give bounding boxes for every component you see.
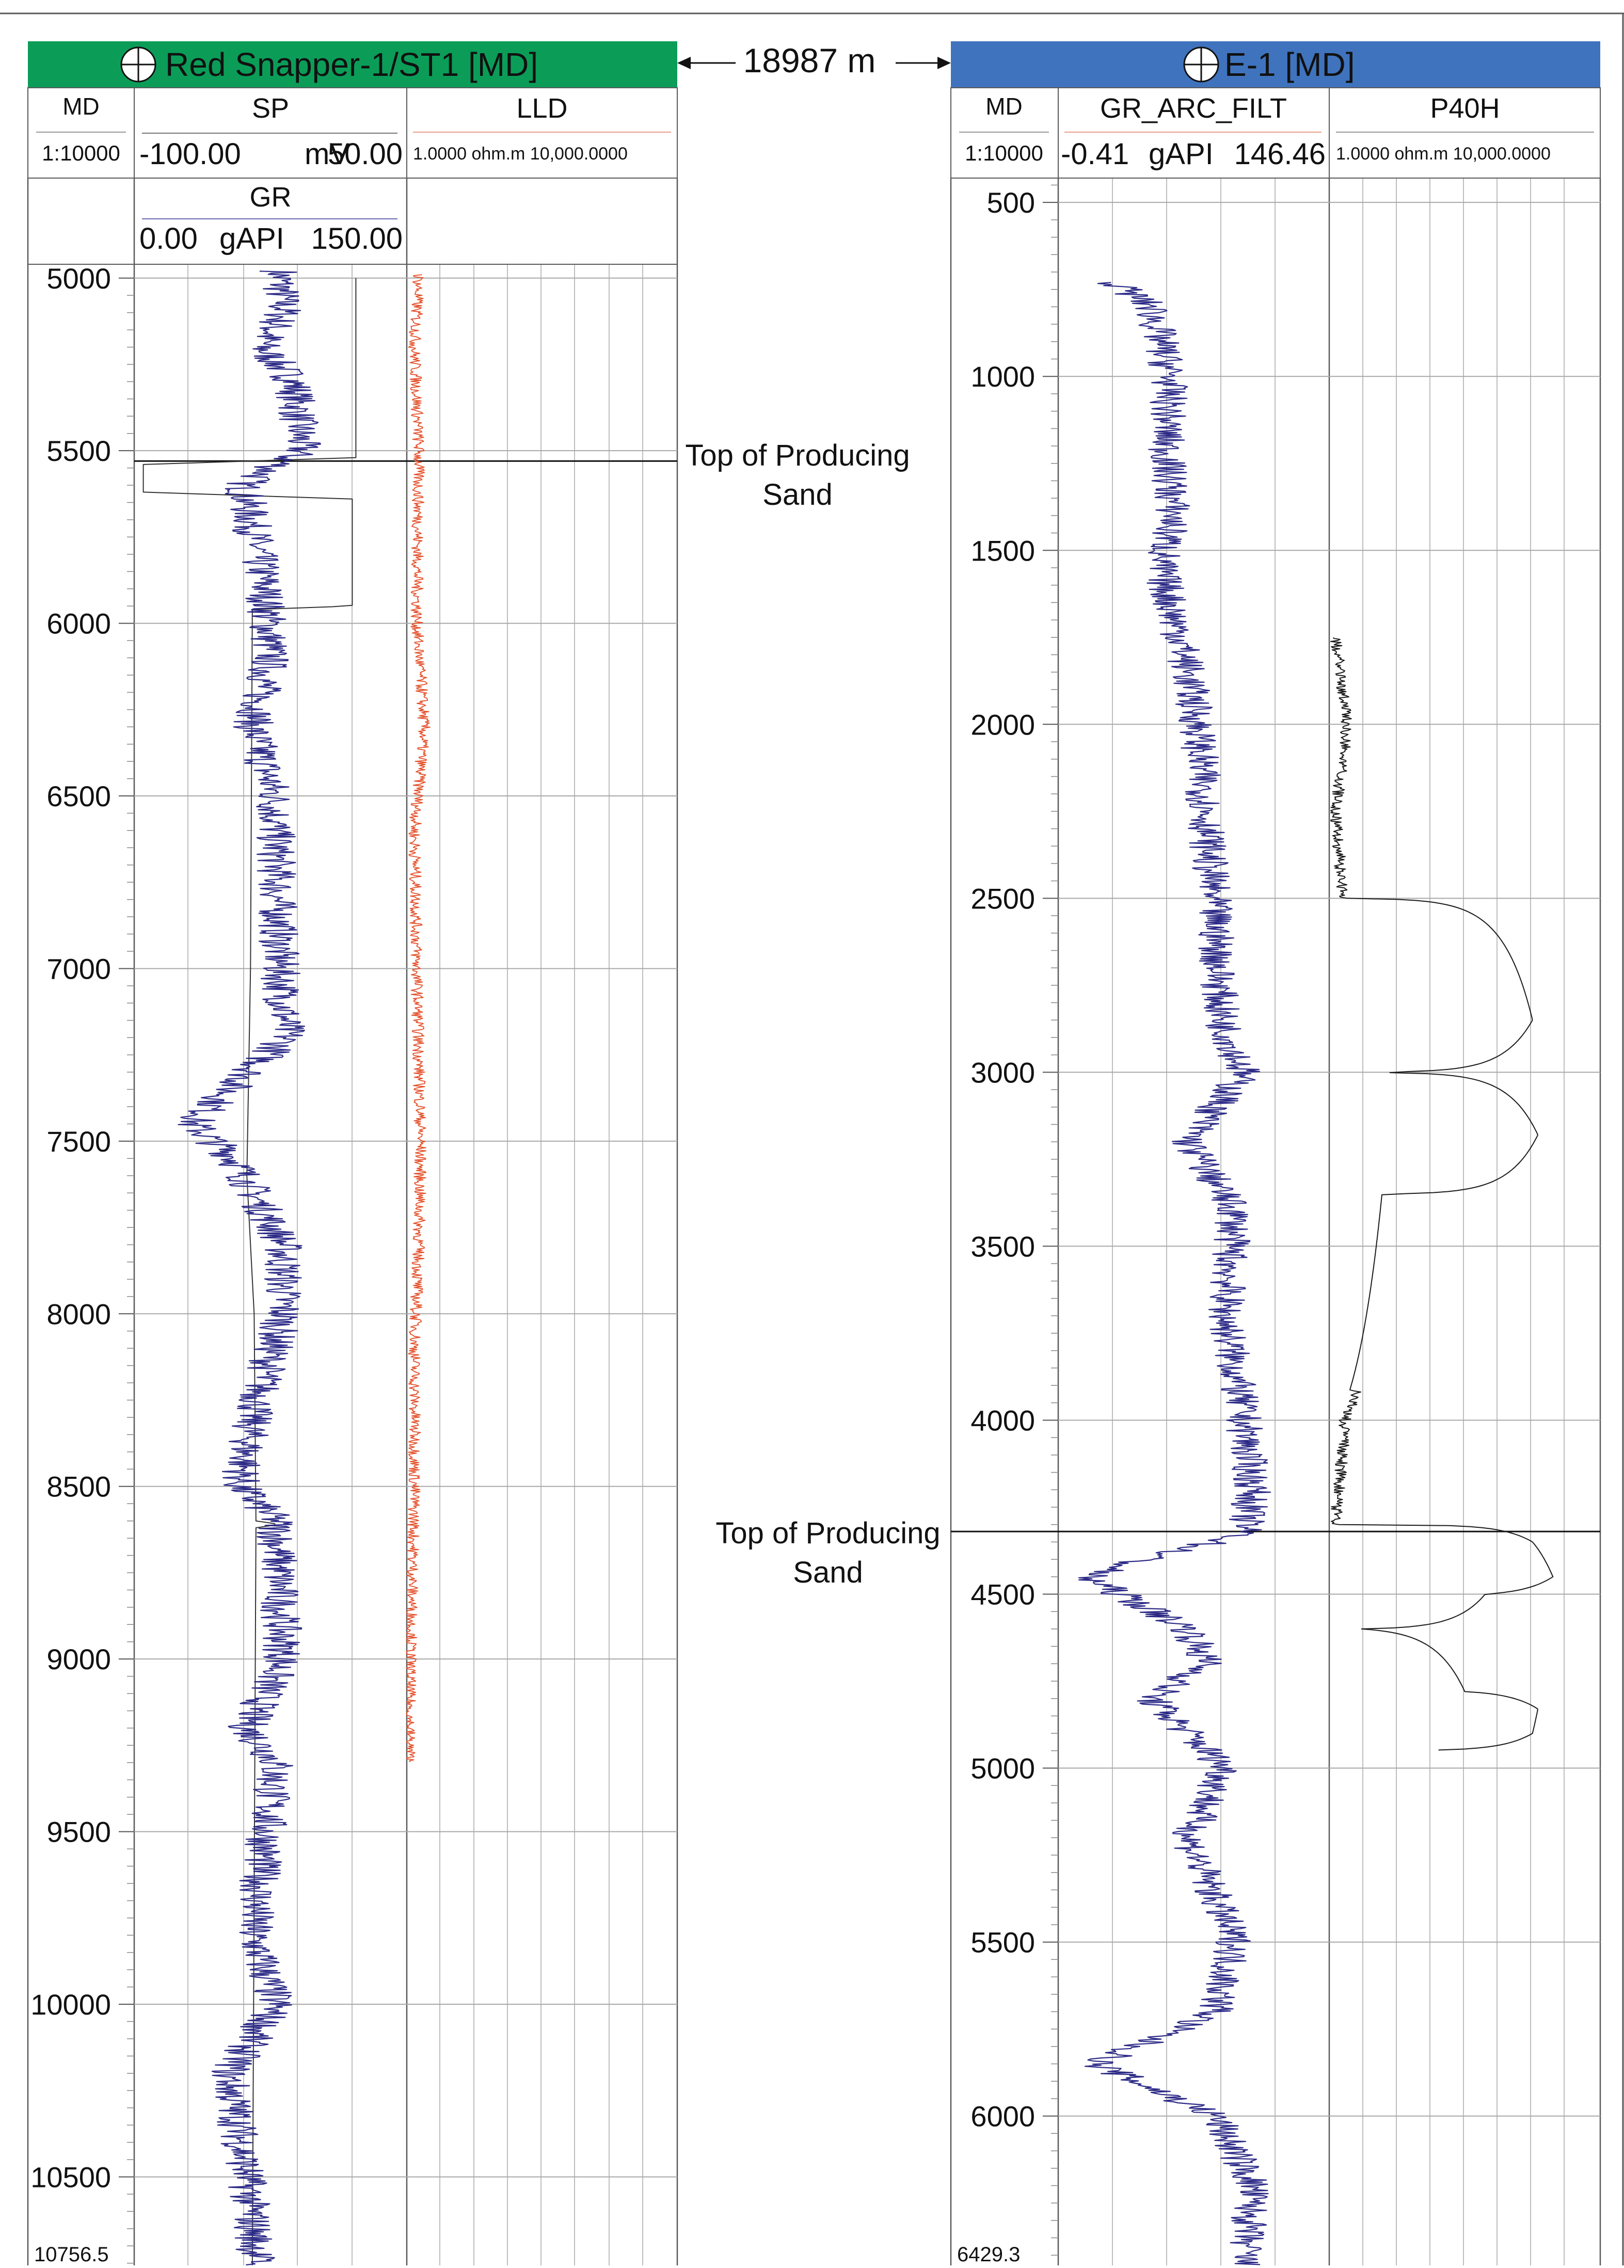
right-gr-max: 146.46 (1234, 137, 1326, 171)
bottom-depth-label: 10756.5 (34, 2243, 109, 2265)
right-marker-label-line2: Sand (793, 1556, 863, 1589)
crosshair-circle-icon (120, 46, 156, 83)
depth-label: 1000 (970, 360, 1035, 393)
left-md-scale: 1:10000 (42, 141, 120, 165)
right-md-scale: 1:10000 (965, 141, 1043, 165)
left-gr-max: 150.00 (311, 222, 403, 255)
right-well-title: E-1 [MD] (1224, 46, 1355, 83)
right-md-header: MD (985, 93, 1023, 120)
left-lld-scale: 1.0000 ohm.m 10,000.0000 (413, 144, 628, 164)
right-plot-area: 500 1000 1500 2000 2500 3000 3500 4000 4500 5000 5… (950, 178, 1601, 2266)
left-gr-min: 0.00 (139, 222, 198, 255)
curve-gr (178, 270, 321, 2266)
depth-label: 5000 (46, 262, 111, 295)
right-well-header[interactable] (951, 41, 1600, 88)
depth-label: 9000 (46, 1643, 111, 1675)
depth-label: 6000 (970, 2100, 1035, 2133)
left-marker-label-line2: Sand (762, 478, 832, 512)
right-p40h-scale: 1.0000 ohm.m 10,000.0000 (1336, 144, 1551, 164)
right-well: E-1 [MD] MD 1:10000 GR_ARC_FILT -0.41 gA… (950, 41, 1601, 2266)
depth-label: 5000 (970, 1752, 1035, 1785)
left-sp-min: -100.00 (139, 137, 241, 171)
curve-lld (406, 274, 431, 1763)
depth-label: 5500 (970, 1926, 1035, 1959)
depth-label: 4000 (970, 1404, 1035, 1436)
left-well-title: Red Snapper-1/ST1 [MD] (165, 46, 538, 83)
depth-label: 7500 (46, 1125, 111, 1158)
depth-label: 1500 (970, 534, 1035, 567)
left-lld-track-name: LLD (516, 93, 567, 124)
depth-label: 4500 (970, 1578, 1035, 1611)
left-gr-track-name: GR (250, 182, 292, 213)
left-header-grid (27, 87, 678, 2265)
left-md-header: MD (62, 93, 100, 120)
curve-gr-arc-filt (1078, 282, 1271, 2265)
left-well: Red Snapper-1/ST1 [MD] MD 1:10000 SP -10… (27, 41, 678, 2266)
depth-label: 3000 (970, 1056, 1035, 1089)
depth-label: 9500 (46, 1816, 111, 1848)
left-marker-label-line1: Top of Producing (685, 439, 910, 472)
bottom-depth-label: 6429.3 (957, 2243, 1020, 2265)
depth-label: 8000 (46, 1298, 111, 1330)
curve-p40h (1330, 637, 1554, 1751)
right-gr-min: -0.41 (1061, 137, 1129, 171)
depth-label: 10500 (30, 2161, 111, 2193)
depth-label: 10000 (30, 1988, 111, 2021)
depth-label: 6500 (46, 780, 111, 812)
depth-label: 7000 (46, 952, 111, 985)
depth-label: 5500 (46, 435, 111, 467)
right-gr-track-name: GR_ARC_FILT (1100, 93, 1287, 124)
left-sp-track-name: SP (252, 93, 289, 124)
left-sp-max: 50.00 (328, 137, 403, 171)
curve-sp (142, 278, 357, 2265)
left-sp-unit: mV (305, 137, 349, 171)
well-distance-label: 18987 m (743, 41, 876, 79)
depth-label: 6000 (46, 608, 111, 640)
right-gr-unit: gAPI (1149, 137, 1214, 171)
right-marker-label-line1: Top of Producing (715, 1516, 940, 1550)
left-gr-unit: gAPI (219, 222, 284, 255)
left-plot-area: 5000 5500 6000 6500 7000 7500 8000 8500 9000 9500… (27, 178, 678, 2266)
depth-label: 500 (987, 186, 1035, 219)
depth-label: 3500 (970, 1230, 1035, 1263)
crosshair-circle-icon (1183, 46, 1219, 83)
well-distance-connector: 18987 m (677, 41, 951, 79)
depth-label: 2500 (970, 882, 1035, 915)
right-p40h-track-name: P40H (1430, 93, 1500, 124)
depth-label: 8500 (46, 1471, 111, 1503)
depth-label: 2000 (970, 708, 1035, 741)
